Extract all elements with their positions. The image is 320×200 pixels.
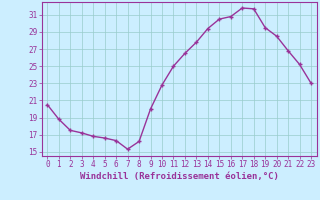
X-axis label: Windchill (Refroidissement éolien,°C): Windchill (Refroidissement éolien,°C) <box>80 172 279 181</box>
